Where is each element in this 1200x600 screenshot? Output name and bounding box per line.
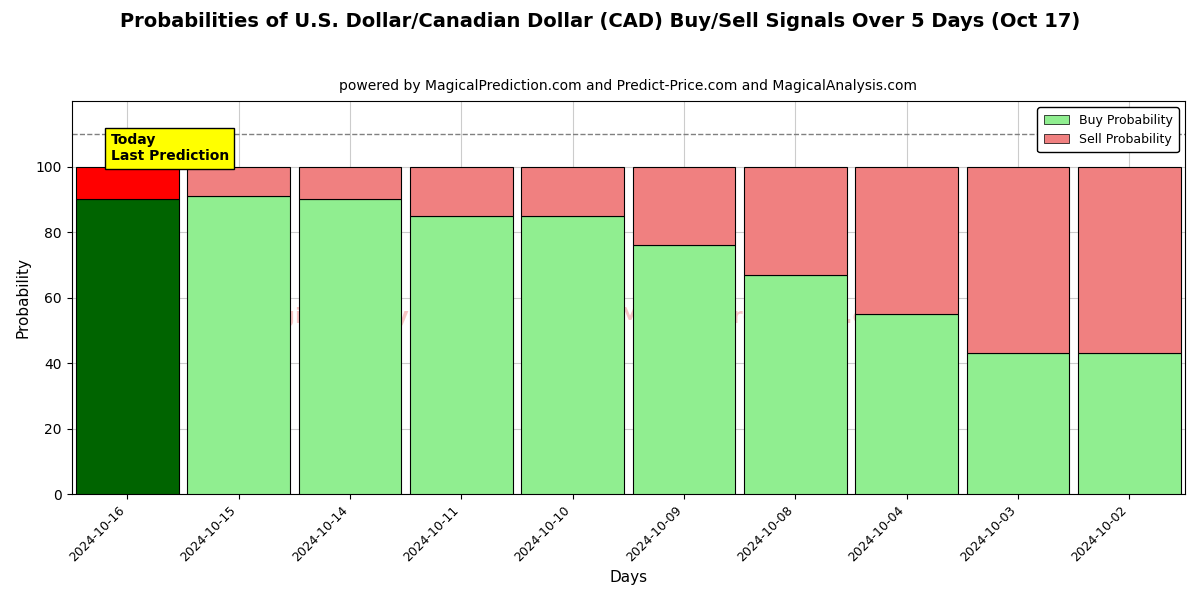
Bar [299, 199, 401, 494]
Bar [744, 275, 846, 494]
Bar [522, 216, 624, 494]
Bar [410, 216, 512, 494]
Bar [187, 196, 290, 494]
Bar [856, 314, 958, 494]
Text: MagicalAnalysis.com: MagicalAnalysis.com [241, 307, 503, 328]
Bar [1078, 353, 1181, 494]
Text: MagicalPrediction.com: MagicalPrediction.com [619, 307, 905, 328]
Bar [856, 167, 958, 314]
Bar [967, 167, 1069, 353]
Bar [76, 167, 179, 199]
Bar [744, 167, 846, 275]
Bar [1078, 167, 1181, 353]
Legend: Buy Probability, Sell Probability: Buy Probability, Sell Probability [1037, 107, 1178, 152]
Bar [187, 167, 290, 196]
X-axis label: Days: Days [610, 570, 647, 585]
Bar [632, 167, 736, 245]
Title: powered by MagicalPrediction.com and Predict-Price.com and MagicalAnalysis.com: powered by MagicalPrediction.com and Pre… [340, 79, 917, 93]
Bar [632, 245, 736, 494]
Y-axis label: Probability: Probability [16, 257, 30, 338]
Bar [76, 199, 179, 494]
Bar [410, 167, 512, 216]
Bar [299, 167, 401, 199]
Bar [967, 353, 1069, 494]
Text: Today
Last Prediction: Today Last Prediction [110, 133, 229, 163]
Text: Probabilities of U.S. Dollar/Canadian Dollar (CAD) Buy/Sell Signals Over 5 Days : Probabilities of U.S. Dollar/Canadian Do… [120, 12, 1080, 31]
Bar [522, 167, 624, 216]
